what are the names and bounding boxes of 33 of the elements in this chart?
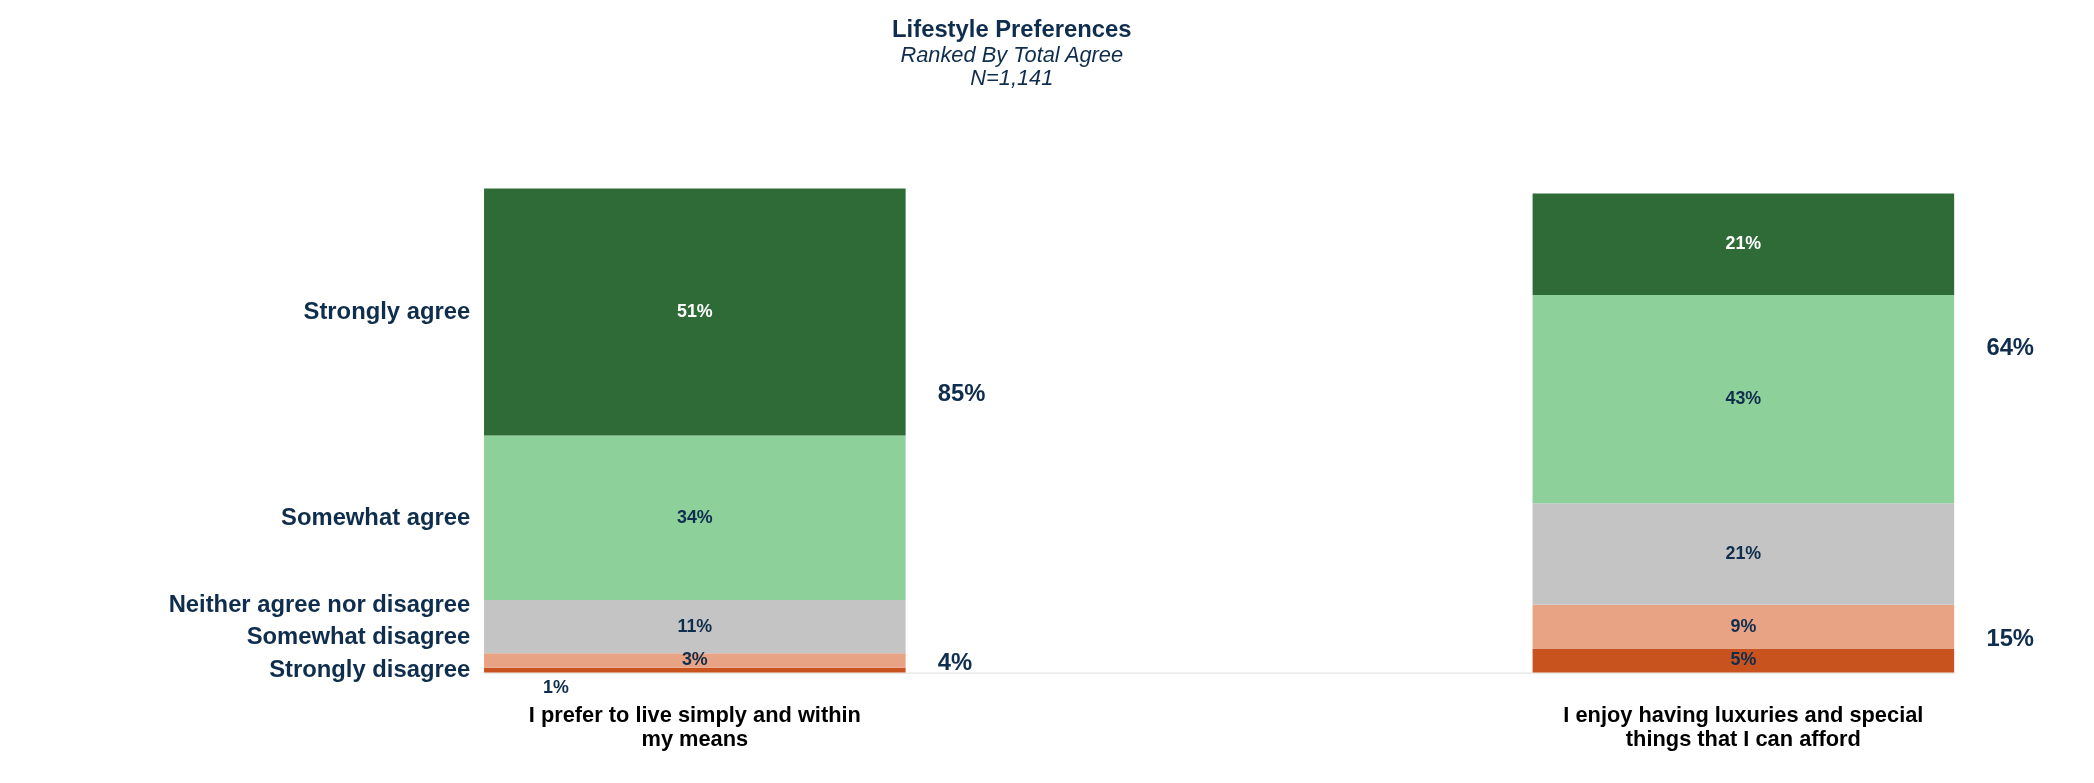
series-label: Strongly agree [303, 296, 471, 324]
data-label: 11% [677, 615, 713, 636]
x-tick-label: I enjoy having luxuries and special things that I can afford [1563, 701, 1924, 751]
data-label: 34% [676, 506, 713, 527]
series-label: Neither agree nor disagree [168, 589, 471, 617]
bar [1532, 648, 1955, 673]
bar [1532, 503, 1955, 605]
x-tick-label: I prefer to live simply and within my means [528, 701, 861, 751]
data-label: 3% [681, 649, 708, 670]
annotation: 85% [937, 379, 986, 407]
series-label: Somewhat agree [281, 502, 471, 530]
series-label: Somewhat disagree [246, 622, 471, 650]
chart-subtitle: Ranked By Total Agree [900, 41, 1124, 67]
bar [484, 667, 906, 673]
text: 64% [1986, 333, 2035, 361]
data-label: 1% [543, 677, 569, 698]
bar [484, 435, 906, 600]
data-label: 21% [1725, 233, 1762, 254]
bar [484, 600, 906, 654]
data-label: 21% [1725, 542, 1762, 563]
bar [484, 653, 906, 668]
bar [1532, 193, 1955, 296]
data-label: 43% [1725, 388, 1762, 409]
data-label: 9% [1730, 615, 1757, 636]
bar [484, 188, 906, 436]
bar [1532, 295, 1955, 504]
data-label: 51% [676, 300, 713, 321]
series-label: Strongly disagree [269, 655, 471, 683]
text: 15% [1986, 623, 2035, 651]
chart-title: Lifestyle Preferences [892, 14, 1132, 42]
data-label: 5% [1730, 649, 1757, 670]
bar [1532, 604, 1955, 649]
annotation: 4% [937, 647, 973, 675]
